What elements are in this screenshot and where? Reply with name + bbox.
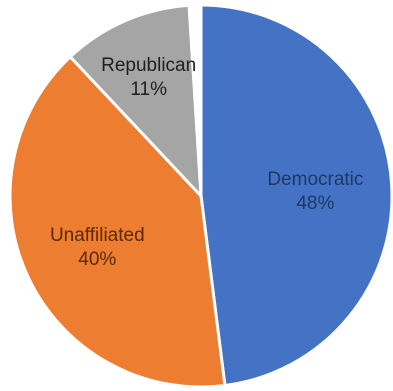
slice-value-unaffiliated: 40% (78, 249, 116, 270)
slice-label-unaffiliated: Unaffiliated (50, 225, 145, 246)
pie-slice-democratic (199, 3, 393, 388)
slice-value-democratic: 48% (296, 193, 334, 214)
slice-label-democratic: Democratic (267, 169, 363, 190)
slice-value-republican: 11% (130, 79, 167, 100)
slice-label-republican: Republican (101, 55, 196, 76)
pie-slice-unaffiliated (8, 54, 227, 389)
pie-slice-republican (68, 3, 203, 201)
